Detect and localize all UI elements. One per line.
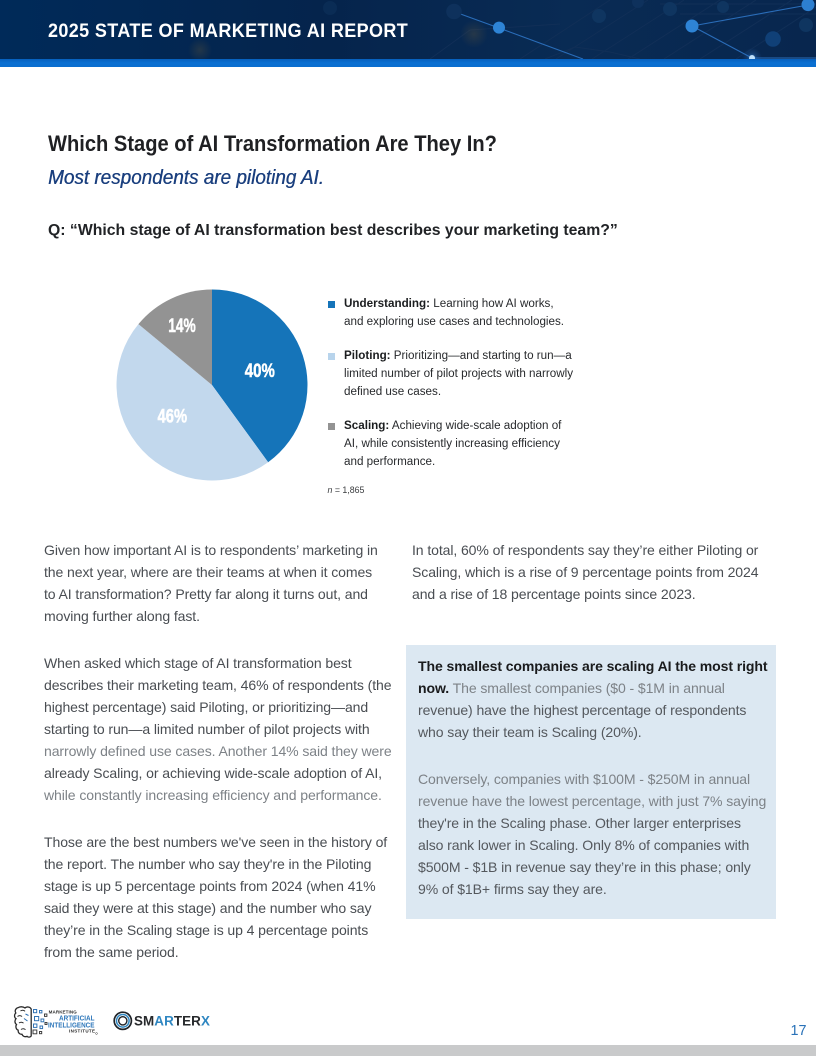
svg-text:ARTIFICIAL: ARTIFICIAL (59, 1014, 95, 1023)
svg-text:40%: 40% (245, 360, 275, 382)
svg-text:SMARTERX: SMARTERX (134, 1014, 210, 1029)
svg-text:46%: 46% (158, 405, 188, 427)
svg-text:MARKETING: MARKETING (49, 1009, 78, 1014)
svg-text:INTELLIGENCE: INTELLIGENCE (48, 1021, 95, 1030)
svg-text:14%: 14% (168, 315, 196, 337)
svg-text:INSTITUTE: INSTITUTE (69, 1029, 95, 1034)
